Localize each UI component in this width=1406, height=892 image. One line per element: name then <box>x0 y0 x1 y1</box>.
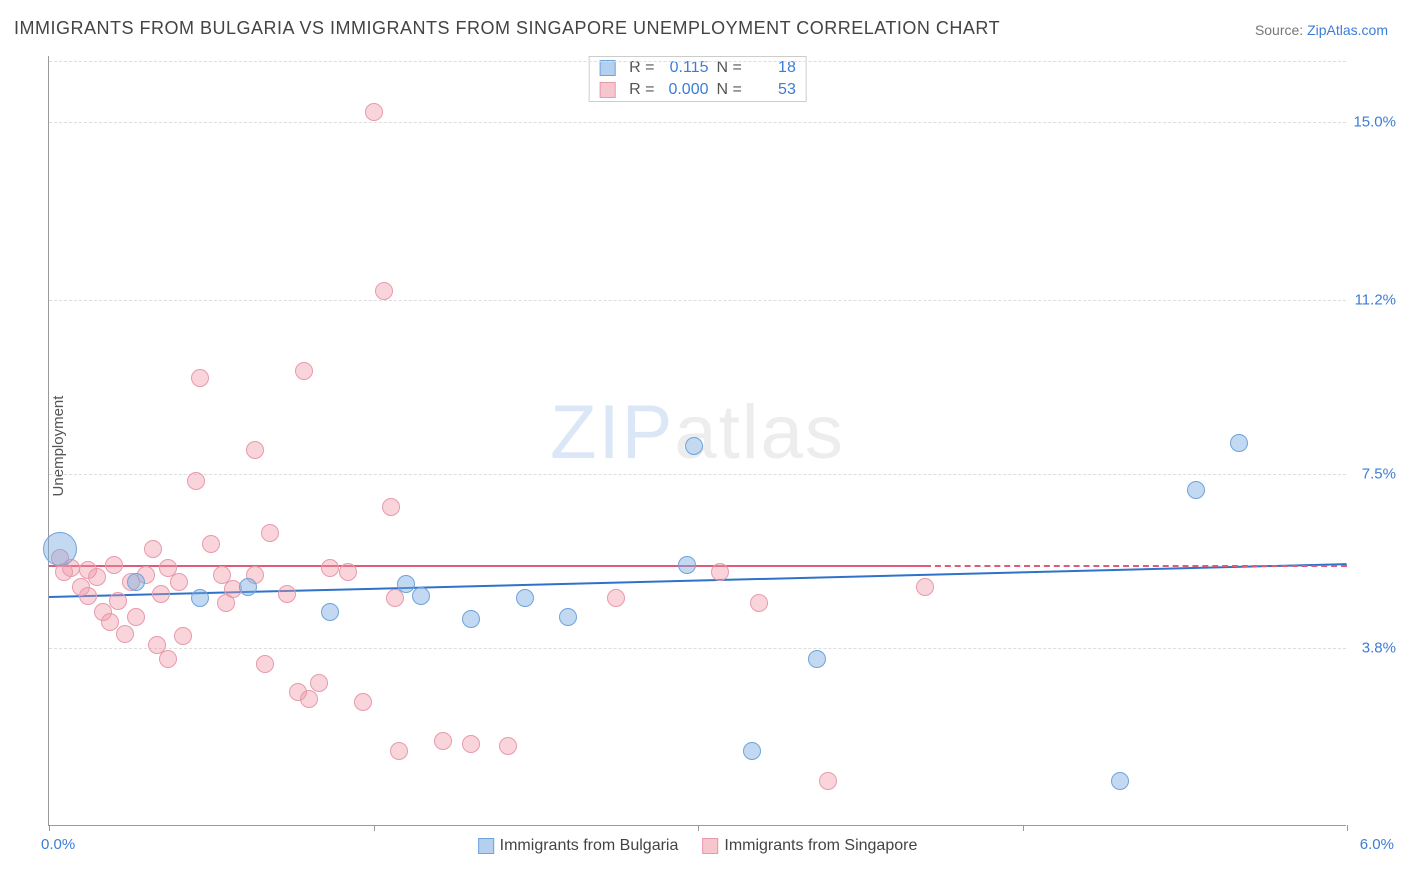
data-point-bulgaria <box>239 578 257 596</box>
chart-plot-area: ZIPatlas R = 0.115 N = 18 R = 0.000 N = … <box>48 56 1346 826</box>
legend-item-singapore: Immigrants from Singapore <box>702 837 917 855</box>
x-axis-max-label: 6.0% <box>1360 836 1394 853</box>
data-point-bulgaria <box>191 589 209 607</box>
x-tick-mark <box>374 825 375 831</box>
gridline <box>49 61 1346 62</box>
watermark-zip: ZIP <box>550 389 674 474</box>
x-tick-mark <box>49 825 50 831</box>
data-point-bulgaria <box>678 556 696 574</box>
data-point-singapore <box>127 608 145 626</box>
gridline <box>49 300 1346 301</box>
data-point-singapore <box>246 441 264 459</box>
data-point-bulgaria <box>127 573 145 591</box>
data-point-singapore <box>105 556 123 574</box>
data-point-bulgaria <box>321 603 339 621</box>
data-point-singapore <box>144 540 162 558</box>
data-point-singapore <box>202 535 220 553</box>
x-tick-mark <box>1023 825 1024 831</box>
data-point-singapore <box>79 587 97 605</box>
r-label: R = <box>629 59 654 77</box>
watermark: ZIPatlas <box>550 388 845 475</box>
n-label: N = <box>717 81 742 99</box>
data-point-singapore <box>711 563 729 581</box>
data-point-singapore <box>295 362 313 380</box>
data-point-singapore <box>187 472 205 490</box>
source-link[interactable]: ZipAtlas.com <box>1307 22 1388 38</box>
stats-legend: R = 0.115 N = 18 R = 0.000 N = 53 <box>588 56 807 102</box>
data-point-singapore <box>499 737 517 755</box>
data-point-singapore <box>101 613 119 631</box>
data-point-singapore <box>750 594 768 612</box>
data-point-singapore <box>261 524 279 542</box>
r-value-singapore: 0.000 <box>663 81 709 99</box>
data-point-bulgaria <box>412 587 430 605</box>
data-point-singapore <box>152 585 170 603</box>
data-point-bulgaria <box>743 742 761 760</box>
data-point-bulgaria <box>397 575 415 593</box>
gridline <box>49 474 1346 475</box>
data-point-bulgaria <box>1187 481 1205 499</box>
data-point-bulgaria <box>685 437 703 455</box>
data-point-singapore <box>375 282 393 300</box>
watermark-atlas: atlas <box>674 389 845 474</box>
y-tick-label: 11.2% <box>1352 292 1396 309</box>
data-point-singapore <box>88 568 106 586</box>
chart-title: IMMIGRANTS FROM BULGARIA VS IMMIGRANTS F… <box>14 18 1000 39</box>
data-point-singapore <box>321 559 339 577</box>
swatch-bulgaria <box>599 60 615 76</box>
series-legend: Immigrants from Bulgaria Immigrants from… <box>478 837 918 855</box>
data-point-singapore <box>109 592 127 610</box>
n-value-bulgaria: 18 <box>750 59 796 77</box>
gridline <box>49 648 1346 649</box>
data-point-singapore <box>916 578 934 596</box>
x-tick-mark <box>698 825 699 831</box>
legend-label-singapore: Immigrants from Singapore <box>724 837 917 854</box>
r-value-bulgaria: 0.115 <box>663 59 709 77</box>
data-point-bulgaria <box>1230 434 1248 452</box>
data-point-singapore <box>339 563 357 581</box>
data-point-bulgaria <box>1111 772 1129 790</box>
data-point-bulgaria <box>516 589 534 607</box>
y-tick-label: 7.5% <box>1352 465 1396 482</box>
x-tick-mark <box>1347 825 1348 831</box>
data-point-singapore <box>174 627 192 645</box>
data-point-singapore <box>382 498 400 516</box>
data-point-singapore <box>607 589 625 607</box>
x-axis-min-label: 0.0% <box>41 836 75 853</box>
source-attribution: Source: ZipAtlas.com <box>1255 22 1388 38</box>
data-point-singapore <box>170 573 188 591</box>
data-point-singapore <box>191 369 209 387</box>
data-point-singapore <box>354 693 372 711</box>
data-point-bulgaria <box>43 532 77 566</box>
legend-label-bulgaria: Immigrants from Bulgaria <box>500 837 679 854</box>
data-point-bulgaria <box>559 608 577 626</box>
trendline-ext-singapore <box>925 565 1347 567</box>
y-tick-label: 15.0% <box>1352 113 1396 130</box>
data-point-singapore <box>310 674 328 692</box>
trendline-singapore <box>49 565 925 567</box>
source-label: Source: <box>1255 22 1307 38</box>
data-point-singapore <box>434 732 452 750</box>
r-label: R = <box>629 81 654 99</box>
data-point-singapore <box>365 103 383 121</box>
n-label: N = <box>717 59 742 77</box>
n-value-singapore: 53 <box>750 81 796 99</box>
swatch-singapore <box>599 82 615 98</box>
data-point-singapore <box>278 585 296 603</box>
swatch-bulgaria <box>478 838 494 854</box>
legend-item-bulgaria: Immigrants from Bulgaria <box>478 837 679 855</box>
data-point-singapore <box>819 772 837 790</box>
swatch-singapore <box>702 838 718 854</box>
stats-row-singapore: R = 0.000 N = 53 <box>589 79 806 101</box>
data-point-singapore <box>256 655 274 673</box>
data-point-singapore <box>116 625 134 643</box>
data-point-singapore <box>462 735 480 753</box>
data-point-bulgaria <box>808 650 826 668</box>
gridline <box>49 122 1346 123</box>
data-point-bulgaria <box>462 610 480 628</box>
data-point-singapore <box>390 742 408 760</box>
data-point-singapore <box>159 650 177 668</box>
data-point-singapore <box>300 690 318 708</box>
y-tick-label: 3.8% <box>1352 639 1396 656</box>
